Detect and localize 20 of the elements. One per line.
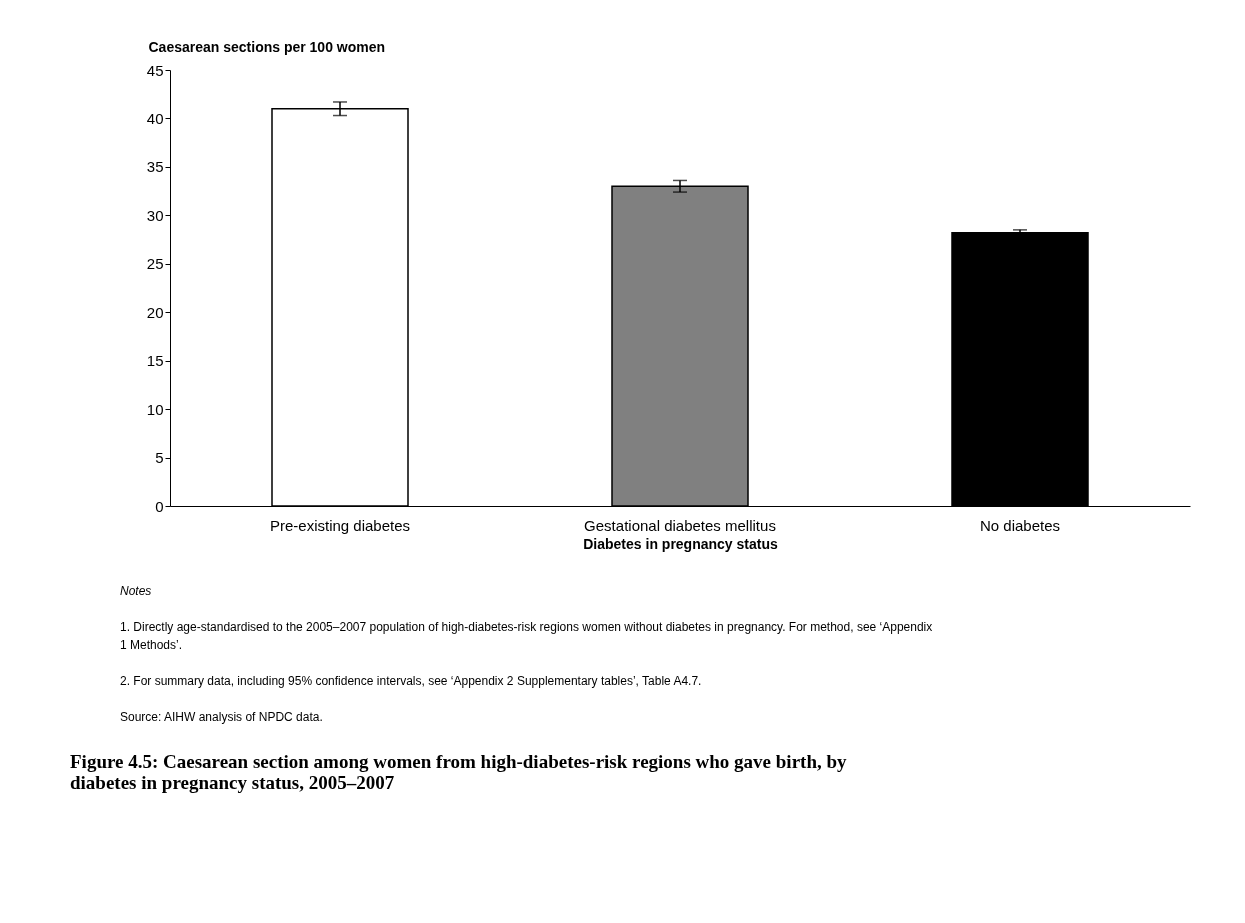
x-tick-label: No diabetes [979, 516, 1061, 534]
text: Notes [120, 584, 152, 598]
y-tick-label: 45 [146, 61, 164, 79]
y-tick-label: 35 [146, 158, 164, 176]
x-axis-title: Diabetes in pregnancy status [583, 535, 778, 552]
source-note: Source: AIHW analysis of NPDC data. [120, 710, 323, 724]
y-tick-label: 5 [155, 449, 164, 467]
text: 2. For summary data, including 95% confidence intervals, see ‘Appendix 2 Supplementary tables’, Table A4.7. [120, 674, 702, 688]
x-tick-label: Pre-existing diabetes [269, 516, 411, 534]
y-tick-label: 30 [146, 206, 164, 224]
x-tick-label: Gestational diabetes mellitus [584, 516, 776, 534]
y-axis-title: Caesarean sections per 100 women [148, 38, 386, 55]
y-tick-label: 25 [146, 255, 164, 273]
y-tick-label: 10 [146, 400, 164, 418]
text: 1. Directly age-standardised to the 2005–2007 population of high-diabetes-risk regions women without diabetes in pregnancy. For method, see ‘Appendix 1 Methods’. [120, 620, 933, 652]
y-tick-label: 20 [146, 303, 164, 321]
y-tick-label: 0 [155, 497, 164, 515]
y-tick-label: 40 [146, 109, 164, 127]
y-tick-label: 15 [146, 352, 164, 370]
text: Figure 4.5: Caesarean section among women from high-diabetes-risk regions who gave birth, by diabetes in pregnancy status, 2005–2007 [70, 751, 848, 793]
